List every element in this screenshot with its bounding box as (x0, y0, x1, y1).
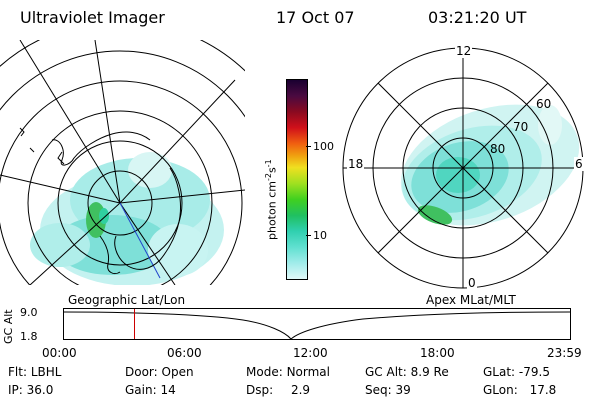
status-flt-label: Flt: (8, 365, 27, 379)
geographic-lon-lines (0, 40, 245, 285)
status-seq-label: Seq: (365, 383, 392, 397)
status-ip-value: 36.0 (26, 383, 54, 397)
status-mode-label: Mode: (246, 365, 283, 379)
status-mode-value: Normal (286, 365, 330, 379)
mlat-label-60: 60 (536, 97, 552, 111)
colorbar-unit-label: photon cm-2s-1 (262, 159, 279, 240)
mlat-label-70: 70 (513, 120, 529, 134)
timeline-xtick-0: 00:00 (42, 346, 77, 360)
geographic-map-label: Geographic Lat/Lon (68, 293, 186, 307)
status-seq: Seq: 39 (365, 383, 411, 397)
colorbar-tick-100 (306, 146, 311, 147)
unit-exp1: -2 (264, 173, 273, 182)
status-flt: Flt: LBHL (8, 365, 61, 379)
status-ip-label: IP: (8, 383, 23, 397)
status-glon-value: 17.8 (529, 383, 557, 397)
timeline-frame (63, 308, 571, 340)
status-glat: GLat: -79.5 (483, 365, 550, 379)
geographic-lat-circles (0, 40, 245, 285)
status-flt-value: LBHL (30, 365, 62, 379)
magnetic-map-label: Apex MLat/MLT (426, 293, 516, 307)
observation-date: 17 Oct 07 (276, 8, 355, 27)
status-gc-alt-label: GC Alt: (365, 365, 407, 379)
colorbar-label-10: 10 (313, 229, 327, 242)
status-gain: Gain: 14 (125, 383, 176, 397)
mlt-label-left: 18 (347, 157, 365, 171)
polar-grid-spokes (343, 48, 583, 288)
status-mode: Mode: Normal (246, 365, 330, 379)
mlat-label-80: 80 (490, 142, 506, 156)
orbit-altitude-timeline[interactable] (63, 308, 571, 340)
altitude-curve (63, 311, 571, 340)
status-ip: IP: 36.0 (8, 383, 53, 397)
timeline-ytick-top: 9.0 (20, 306, 38, 319)
status-glon-label: GLon: (483, 383, 518, 397)
status-gc-alt: GC Alt: 8.9 Re (365, 365, 449, 379)
mlt-label-right: 6 (574, 157, 584, 171)
timeline-xtick-1: 06:00 (167, 346, 202, 360)
status-dsp: Dsp: 2.9 (246, 383, 310, 397)
polar-aurora-emission (400, 104, 580, 226)
status-glat-label: GLat: (483, 365, 516, 379)
status-door-label: Door: (125, 365, 158, 379)
status-gain-label: Gain: (125, 383, 157, 397)
timeline-xtick-2: 12:00 (293, 346, 328, 360)
mlat-mlt-polar-plot (342, 47, 584, 289)
observation-time: 03:21:20 UT (428, 8, 527, 27)
geographic-coastlines (19, 127, 181, 275)
unit-mid: s (265, 167, 279, 174)
status-dsp-value: 2.9 (290, 383, 311, 397)
status-seq-value: 39 (395, 383, 411, 397)
timeline-xtick-4: 23:59 (547, 346, 582, 360)
mlt-label-bottom: 0 (467, 276, 477, 290)
colorbar-tick-10 (306, 235, 311, 236)
timeline-ytick-bottom: 1.8 (20, 330, 38, 343)
status-dsp-label: Dsp: (246, 383, 274, 397)
status-door-value: Open (161, 365, 194, 379)
colorbar-gradient (286, 79, 308, 280)
status-gain-value: 14 (160, 383, 176, 397)
status-glat-value: -79.5 (518, 365, 550, 379)
instrument-title: Ultraviolet Imager (20, 8, 165, 27)
mlt-label-top: 12 (455, 44, 473, 58)
status-glon: GLon: 17.8 (483, 383, 556, 397)
status-gc-alt-value: 8.9 Re (410, 365, 449, 379)
colorbar-label-100: 100 (313, 140, 334, 153)
status-door: Door: Open (125, 365, 194, 379)
unit-exp2: -1 (264, 159, 273, 168)
timeline-ylabel: GC Alt (2, 309, 15, 344)
geographic-map (0, 40, 245, 285)
unit-main: photon cm (265, 181, 279, 240)
timeline-xtick-3: 18:00 (420, 346, 455, 360)
